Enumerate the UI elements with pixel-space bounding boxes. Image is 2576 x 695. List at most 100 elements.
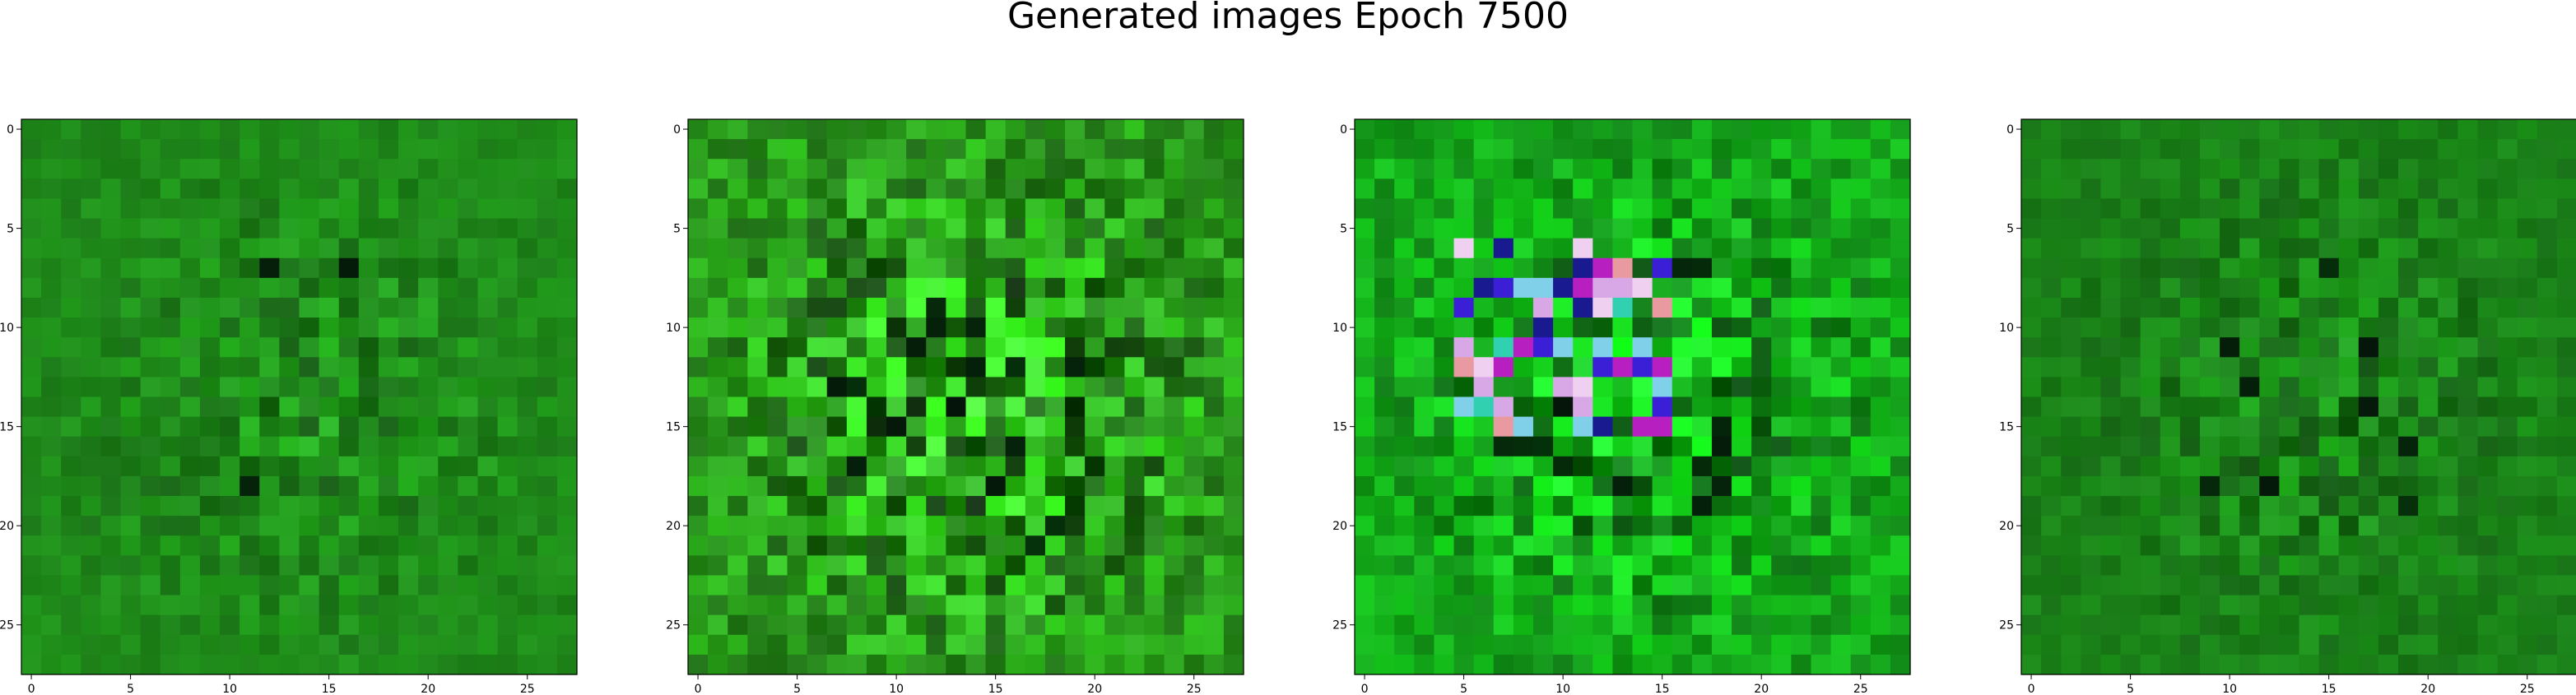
pixel	[2418, 119, 2439, 140]
pixel	[1124, 377, 1146, 398]
pixel	[100, 654, 122, 675]
pixel	[279, 119, 300, 140]
pixel	[2220, 614, 2240, 636]
pixel	[1493, 178, 1514, 200]
pixel	[866, 575, 887, 596]
pixel	[688, 634, 709, 656]
pixel	[1811, 595, 1832, 616]
pixel	[21, 516, 42, 536]
pixel	[120, 535, 142, 556]
pixel	[1493, 377, 1514, 398]
pixel	[1493, 277, 1514, 299]
pixel	[1414, 297, 1435, 318]
pixel	[866, 139, 887, 160]
pixel	[398, 396, 419, 418]
pixel	[2199, 317, 2220, 338]
pixel	[1355, 654, 1375, 675]
pixel	[61, 436, 81, 457]
pixel	[2536, 654, 2558, 675]
pixel	[1104, 277, 1125, 299]
pixel	[1044, 436, 1066, 457]
pixel	[2100, 159, 2122, 179]
pixel	[2259, 436, 2280, 457]
pixel	[1532, 475, 1554, 497]
y-tick-label: 5	[2006, 223, 2014, 236]
pixel	[1732, 595, 1752, 616]
pixel	[2438, 535, 2458, 556]
pixel	[1751, 456, 1772, 477]
pixel	[259, 535, 280, 556]
pixel	[418, 456, 439, 477]
pixel	[1771, 159, 1792, 179]
pixel	[418, 634, 439, 656]
pixel	[1183, 555, 1205, 577]
pixel	[1374, 337, 1395, 358]
pixel	[319, 257, 340, 279]
pixel	[1085, 119, 1105, 140]
pixel	[556, 178, 578, 200]
pixel	[418, 139, 439, 160]
pixel	[1453, 377, 1475, 398]
pixel	[1791, 297, 1812, 318]
pixel	[2140, 257, 2161, 279]
pixel	[2299, 357, 2320, 378]
pixel	[220, 377, 240, 398]
pixel	[2338, 139, 2360, 160]
pixel	[2160, 436, 2181, 457]
pixel	[946, 595, 967, 616]
pixel	[2338, 396, 2360, 418]
pixel	[2041, 456, 2062, 477]
pixel	[378, 337, 399, 358]
pixel	[497, 436, 518, 457]
pixel	[1414, 218, 1435, 239]
pixel	[2556, 575, 2576, 596]
pixel	[926, 139, 946, 160]
pixel	[965, 614, 987, 636]
pixel	[2398, 297, 2419, 318]
pixel	[1850, 218, 1872, 239]
pixel	[2299, 257, 2320, 279]
pixel	[2318, 218, 2340, 239]
pixel	[458, 634, 479, 656]
pixel	[1183, 238, 1205, 259]
pixel	[2021, 535, 2042, 556]
pixel	[1005, 516, 1026, 536]
pixel	[61, 496, 81, 517]
pixel	[537, 555, 558, 577]
pixel	[747, 317, 769, 338]
pixel	[2220, 496, 2240, 517]
pixel	[358, 555, 379, 577]
pixel	[2239, 516, 2260, 536]
pixel	[398, 436, 419, 457]
pixel	[41, 654, 62, 675]
pixel	[1085, 416, 1105, 438]
pixel	[1355, 416, 1375, 438]
pixel	[2279, 535, 2300, 556]
pixel	[1691, 595, 1713, 616]
pixel	[1672, 297, 1693, 318]
pixel	[1005, 396, 1026, 418]
pixel	[1612, 218, 1634, 239]
pixel	[378, 357, 399, 378]
pixel	[1672, 654, 1693, 675]
pixel	[1493, 218, 1514, 239]
pixel	[279, 654, 300, 675]
pixel	[886, 614, 907, 636]
pixel	[537, 337, 558, 358]
pixel	[1005, 178, 1026, 200]
pixel	[120, 139, 142, 160]
pixel	[1632, 218, 1653, 239]
pixel	[21, 535, 42, 556]
pixel	[2517, 456, 2538, 477]
pixel	[2160, 377, 2181, 398]
pixel	[1473, 178, 1495, 200]
pixel	[1632, 178, 1653, 200]
pixel	[120, 257, 142, 279]
pixel	[787, 475, 808, 497]
pixel	[279, 575, 300, 596]
pixel	[319, 516, 340, 536]
pixel	[1632, 277, 1653, 299]
pixel	[1830, 337, 1852, 358]
pixel	[319, 317, 340, 338]
pixel	[1553, 257, 1574, 279]
